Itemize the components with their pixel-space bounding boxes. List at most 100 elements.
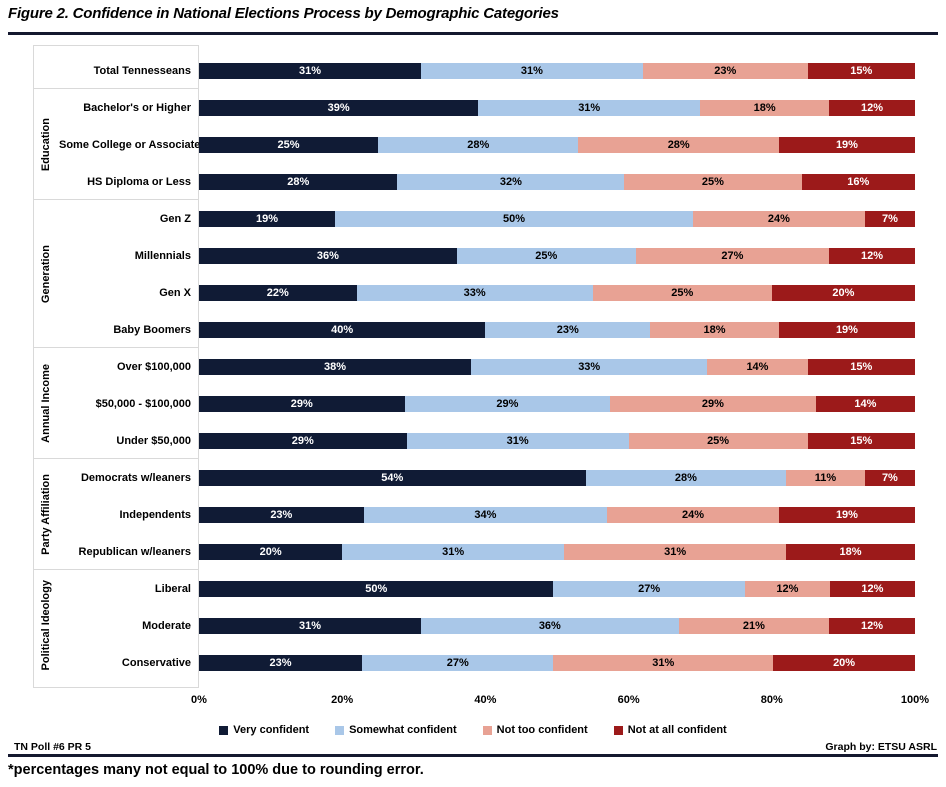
bar-segment-somewhat-confident: 23% [485, 321, 651, 338]
bar-segment-very-confident: 54% [199, 469, 586, 486]
bar-segment-very-confident: 36% [199, 247, 457, 264]
chart-row: Millennials 36% 25% 27% 12% [59, 237, 915, 274]
bar-segment-not-too-confident: 21% [678, 617, 830, 634]
legend-item: Not at all confident [613, 724, 727, 736]
bar-segment-very-confident: 39% [199, 99, 479, 116]
category-label: $50,000 - $100,000 [95, 397, 191, 410]
chart-row: $50,000 - $100,000 29% 29% 29% 14% [59, 385, 915, 422]
chart-row: Baby Boomers 40% 23% 18% 19% [59, 311, 915, 348]
chart-row: Democrats w/leaners 54% 28% 11% 7% [59, 459, 915, 496]
bar-segment-not-at-all-confident: 7% [864, 469, 915, 486]
stacked-bar: 23% 34% 24% 19% [199, 506, 915, 523]
footer-divider-rule [8, 754, 938, 757]
group-label: Party Affiliation [33, 459, 59, 570]
bar-segment-very-confident: 31% [199, 617, 421, 634]
stacked-bar: 20% 31% 31% 18% [199, 543, 915, 560]
bar-segment-somewhat-confident: 25% [456, 247, 636, 264]
category-label: Bachelor's or Higher [83, 101, 191, 114]
category-label: Total Tennesseans [93, 64, 191, 77]
chart-row: Moderate 31% 36% 21% 12% [59, 607, 915, 644]
legend-label: Somewhat confident [349, 724, 457, 736]
bar-segment-somewhat-confident: 34% [363, 506, 608, 523]
category-label: Millennials [134, 249, 191, 262]
legend-swatch [482, 725, 492, 735]
stacked-bar: 31% 31% 23% 15% [199, 62, 915, 79]
chart-row: Conservative 23% 27% 31% 20% [59, 644, 915, 681]
bar-segment-not-too-confident: 28% [578, 136, 779, 153]
bar-segment-somewhat-confident: 33% [356, 284, 593, 301]
group-label-text: Annual Income [40, 364, 52, 443]
category-label: Liberal [154, 582, 191, 595]
bar-segment-not-too-confident: 23% [642, 62, 808, 79]
bar-segment-not-at-all-confident: 12% [829, 247, 915, 264]
bar-segment-not-at-all-confident: 16% [801, 173, 915, 190]
bar-segment-somewhat-confident: 33% [471, 358, 708, 375]
bar-segment-very-confident: 40% [199, 321, 486, 338]
group-label: Annual Income [33, 348, 59, 459]
chart-row: Over $100,000 38% 33% 14% 15% [59, 348, 915, 385]
bar-segment-very-confident: 23% [199, 506, 364, 523]
chart-group: Party Affiliation Democrats w/leaners 54% 2… [33, 459, 915, 570]
group-rows: Total Tennesseans 31% 31% 23% 15% [59, 52, 915, 89]
bar-segment-not-at-all-confident: 19% [778, 136, 915, 153]
chart-row: Liberal 50% 27% 12% 12% [59, 570, 915, 607]
chart-row: Independents 23% 34% 24% 19% [59, 496, 915, 533]
legend-label: Not too confident [496, 724, 588, 736]
chart-row: HS Diploma or Less 28% 32% 25% 16% [59, 163, 915, 200]
bar-segment-somewhat-confident: 36% [420, 617, 679, 634]
bar-segment-not-at-all-confident: 12% [829, 580, 915, 597]
axis-tick-label: 40% [474, 694, 497, 706]
bar-segment-somewhat-confident: 31% [342, 543, 565, 560]
stacked-bar: 54% 28% 11% 7% [199, 469, 915, 486]
bar-segment-somewhat-confident: 31% [478, 99, 701, 116]
group-label [33, 52, 59, 89]
bar-segment-somewhat-confident: 32% [397, 173, 625, 190]
bar-segment-not-too-confident: 31% [553, 654, 774, 671]
bar-segment-somewhat-confident: 28% [378, 136, 579, 153]
bar-segment-not-too-confident: 18% [700, 99, 830, 116]
x-axis: 0% 20% 40% 60% 80% 100% [191, 694, 929, 708]
bar-segment-very-confident: 29% [199, 432, 407, 449]
stacked-bar: 36% 25% 27% 12% [199, 247, 915, 264]
category-label: Some College or Associate [59, 138, 201, 151]
bar-segment-not-too-confident: 14% [707, 358, 808, 375]
stacked-bar: 23% 27% 31% 20% [199, 654, 915, 671]
group-label: Generation [33, 200, 59, 348]
stacked-bar: 28% 32% 25% 16% [199, 173, 915, 190]
legend-label: Very confident [233, 724, 310, 736]
chart-group: Annual Income Over $100,000 38% 33% 14% 15% $5… [33, 348, 915, 459]
chart-row: Republican w/leaners 20% 31% 31% 18% [59, 533, 915, 570]
bar-segment-very-confident: 50% [199, 580, 554, 597]
bar-segment-not-too-confident: 18% [650, 321, 779, 338]
bar-segment-not-too-confident: 12% [744, 580, 830, 597]
group-rows: Bachelor's or Higher 39% 31% 18% 12% Some Col… [59, 89, 915, 200]
bar-segment-not-at-all-confident: 12% [829, 617, 915, 634]
legend-swatch [219, 725, 229, 735]
axis-tick-label: 100% [900, 694, 930, 706]
bar-segment-not-at-all-confident: 7% [864, 210, 915, 227]
stacked-bar: 29% 31% 25% 15% [199, 432, 915, 449]
bar-segment-not-at-all-confident: 20% [773, 654, 915, 671]
bar-segment-somewhat-confident: 29% [404, 395, 611, 412]
bar-segment-somewhat-confident: 50% [335, 210, 694, 227]
group-rows: Gen Z 19% 50% 24% 7% Millennials 36% 25% 27% 12% G… [59, 200, 915, 348]
bar-segment-very-confident: 25% [199, 136, 378, 153]
stacked-bar: 38% 33% 14% 15% [199, 358, 915, 375]
bar-segment-somewhat-confident: 27% [362, 654, 554, 671]
chart-group: Total Tennesseans 31% 31% 23% 15% [33, 52, 915, 89]
chart-row: Some College or Associate 25% 28% 28% 19% [59, 126, 915, 163]
category-label: Under $50,000 [116, 434, 191, 447]
legend-item: Not too confident [482, 724, 588, 736]
group-label: Education [33, 89, 59, 200]
bar-segment-not-too-confident: 25% [624, 173, 802, 190]
bar-segment-very-confident: 23% [199, 654, 363, 671]
category-label: Republican w/leaners [78, 545, 191, 558]
stacked-bar: 31% 36% 21% 12% [199, 617, 915, 634]
bar-segment-not-too-confident: 25% [628, 432, 808, 449]
legend-swatch [613, 725, 623, 735]
bar-segment-not-too-confident: 29% [610, 395, 816, 412]
bar-segment-very-confident: 38% [199, 358, 472, 375]
stacked-bar: 19% 50% 24% 7% [199, 210, 915, 227]
rounding-footnote: *percentages many not equal to 100% due … [8, 762, 424, 778]
category-label: Moderate [142, 619, 191, 632]
